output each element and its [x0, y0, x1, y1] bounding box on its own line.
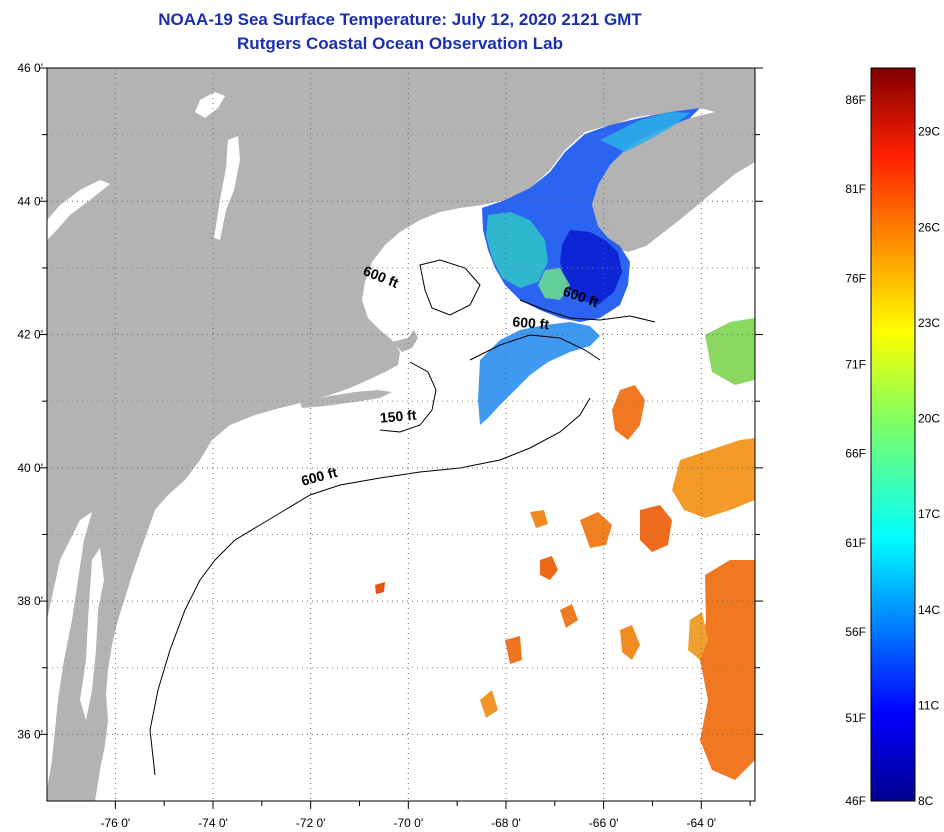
sst-cyan-northeast: [600, 112, 690, 152]
inland-lake: [195, 92, 225, 118]
sst-green-patch: [538, 268, 570, 300]
inland-lake: [214, 136, 240, 240]
map-content: [47, 68, 755, 801]
sst-warm-patch: [480, 690, 498, 718]
chesapeake-bay: [80, 548, 104, 720]
lon-tick-label: -66 0': [589, 816, 619, 830]
isobath-contour: [419, 259, 481, 316]
lat-tick-label: 40 0': [17, 461, 43, 475]
inland-lake: [47, 180, 110, 240]
lon-tick-label: -76 0': [101, 816, 131, 830]
inland-lake: [47, 512, 92, 790]
lon-tick-label: -74 0': [198, 816, 228, 830]
isobath-contour: [149, 397, 591, 776]
isobath-label: 150 ft: [379, 407, 417, 426]
sst-warm-patch: [375, 582, 385, 594]
isobath-contour: [379, 361, 437, 433]
lon-tick-label: -70 0': [393, 816, 423, 830]
sst-warm-patch: [560, 604, 578, 628]
isobath-label: 600 ft: [512, 313, 550, 332]
lon-tick-label: -72 0': [296, 816, 326, 830]
lat-tick-label: 44 0': [17, 194, 43, 208]
isobath-contour: [469, 334, 601, 361]
map-subtitle: Rutgers Coastal Ocean Observation Lab: [237, 34, 563, 53]
sst-warm-patch: [530, 510, 548, 528]
axis-ticks: [39, 67, 763, 809]
map-frame: [46, 67, 756, 802]
cape-cod: [392, 330, 418, 352]
sst-warm-patch: [688, 612, 708, 660]
long-island: [300, 390, 392, 408]
sst-warm-patch: [612, 385, 645, 440]
sst-warm-patch: [640, 505, 672, 552]
map-title: NOAA-19 Sea Surface Temperature: July 12…: [158, 10, 642, 29]
sst-warm-patch: [505, 636, 522, 664]
sst-warm-patch: [672, 438, 755, 518]
isobath-contour: [519, 299, 656, 323]
axis-labels: -76 0' -74 0' -72 0' -70 0' -68 0' -66 0' -64 …: [17, 61, 716, 830]
sst-warm-patch: [540, 556, 558, 580]
sst-warm-patch: [700, 560, 755, 780]
lat-tick-label: 42 0': [17, 328, 43, 342]
lat-tick-label: 36 0': [17, 727, 43, 741]
lon-tick-label: -68 0': [491, 816, 521, 830]
sst-warm-patch: [620, 625, 640, 660]
lat-tick-label: 46 0': [17, 61, 43, 75]
sst-very-cold-core: [560, 230, 622, 305]
sst-cool-green-patch: [486, 212, 548, 288]
mainland-landmass: [47, 68, 755, 801]
sst-georges-bank: [478, 322, 600, 425]
lat-tick-label: 38 0': [17, 594, 43, 608]
lon-tick-label: -64 0': [686, 816, 716, 830]
nova-scotia-landmass: [600, 148, 755, 252]
grid-lines: [47, 67, 755, 801]
